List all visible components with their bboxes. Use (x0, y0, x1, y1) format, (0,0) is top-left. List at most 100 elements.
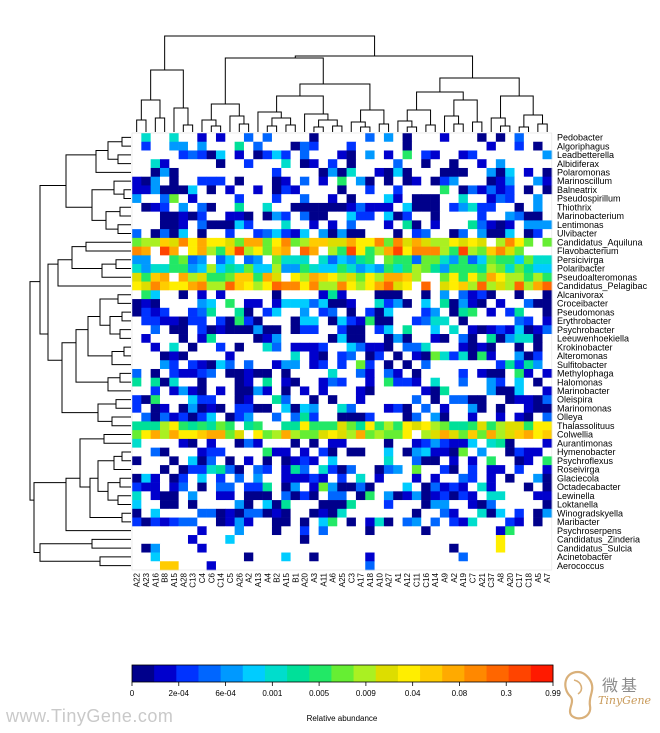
heatmap-cell (327, 438, 338, 448)
heatmap-cell (215, 290, 226, 300)
heatmap-cell (309, 185, 319, 195)
heatmap-cell (533, 159, 543, 169)
heatmap-cell (132, 150, 142, 160)
heatmap-cell (141, 421, 151, 431)
heatmap-cell (178, 133, 189, 143)
heatmap-cell (309, 368, 319, 379)
heatmap-cell (402, 377, 413, 387)
heatmap-cell (486, 255, 497, 265)
heatmap-cell (187, 133, 198, 143)
heatmap-cell (141, 316, 151, 326)
heatmap-cell (243, 307, 254, 317)
heatmap-cell (365, 133, 375, 143)
dendrogram-branch (360, 109, 385, 124)
heatmap-cell (514, 150, 525, 160)
colorbar-swatch (397, 665, 421, 682)
heatmap-cell (467, 500, 478, 510)
heatmap-cell (309, 325, 319, 335)
heatmap-cell (495, 456, 506, 466)
heatmap-cell (495, 133, 506, 143)
heatmap-cell (523, 430, 534, 440)
heatmap-cell (197, 535, 207, 545)
heatmap-cell (467, 368, 478, 379)
heatmap-cell (449, 334, 459, 344)
heatmap-cell (234, 150, 245, 160)
dendrogram-branch (39, 184, 66, 335)
heatmap-cell (421, 438, 431, 448)
heatmap-cell (253, 176, 263, 186)
heatmap-cell (495, 316, 506, 326)
column-label: A16 (151, 572, 160, 587)
heatmap-cell (533, 185, 543, 195)
heatmap-cell (402, 552, 413, 562)
heatmap-cell (402, 543, 413, 553)
heatmap-cell (225, 543, 235, 553)
dendrogram-branch (121, 311, 131, 322)
heatmap-cell (234, 237, 245, 247)
heatmap-cell (243, 342, 254, 352)
heatmap-cell (458, 421, 469, 431)
heatmap-cell (197, 517, 207, 527)
heatmap-cell (299, 360, 310, 370)
heatmap-cell (421, 473, 431, 483)
heatmap-cell (178, 351, 189, 361)
heatmap-cell (430, 150, 441, 160)
heatmap-cell (374, 430, 385, 440)
heatmap-cell (271, 430, 282, 440)
heatmap-cell (337, 543, 347, 553)
heatmap-cell (467, 316, 478, 326)
heatmap-cell (132, 237, 142, 247)
heatmap-cell (309, 141, 319, 151)
heatmap-cell (262, 508, 273, 518)
heatmap-cell (430, 133, 441, 143)
heatmap-cell (309, 500, 319, 510)
column-label: A15 (282, 572, 291, 587)
heatmap-cell (514, 255, 525, 265)
heatmap-cell (141, 395, 151, 405)
heatmap-cell (225, 194, 235, 204)
heatmap-cell (439, 430, 450, 440)
heatmap-cell (318, 133, 329, 143)
heatmap-cell (467, 360, 478, 370)
heatmap-cell (281, 133, 291, 143)
heatmap-cell (355, 255, 366, 265)
heatmap-cell (421, 482, 431, 492)
heatmap-cell (178, 517, 189, 527)
heatmap-cell (523, 281, 534, 291)
heatmap-cell (178, 430, 189, 440)
heatmap-cell (393, 508, 403, 518)
heatmap-cell (187, 229, 198, 239)
heatmap-cell (421, 167, 431, 177)
heatmap-cell (495, 202, 506, 212)
dendrogram-branch (416, 91, 464, 110)
heatmap-cell (411, 220, 422, 230)
heatmap-cell (169, 229, 179, 239)
heatmap-cell (430, 377, 441, 387)
heatmap-cell (271, 517, 282, 527)
heatmap-cell (132, 334, 142, 344)
heatmap-cell (505, 229, 515, 239)
column-label: C4 (198, 572, 207, 583)
heatmap-cell (477, 543, 487, 553)
heatmap-cell (374, 255, 385, 265)
dendrogram-branch (91, 189, 114, 221)
heatmap-cell (430, 290, 441, 300)
dendrogram-branch (99, 298, 118, 326)
heatmap-cell (271, 255, 282, 265)
heatmap-cell (467, 465, 478, 475)
heatmap-cell (150, 412, 161, 422)
heatmap-cell (281, 202, 291, 212)
heatmap-cell (393, 281, 403, 291)
heatmap-cell (430, 229, 441, 239)
heatmap-cell (402, 133, 413, 143)
heatmap-cell (514, 159, 525, 169)
heatmap-cell (290, 561, 301, 571)
heatmap-cell (159, 517, 170, 527)
heatmap-cell (243, 281, 254, 291)
heatmap-cell (477, 325, 487, 335)
heatmap-cell (197, 220, 207, 230)
heatmap-cell (309, 255, 319, 265)
heatmap-cell (439, 141, 450, 151)
heatmap-cell (402, 403, 413, 413)
heatmap-cell (346, 552, 357, 562)
